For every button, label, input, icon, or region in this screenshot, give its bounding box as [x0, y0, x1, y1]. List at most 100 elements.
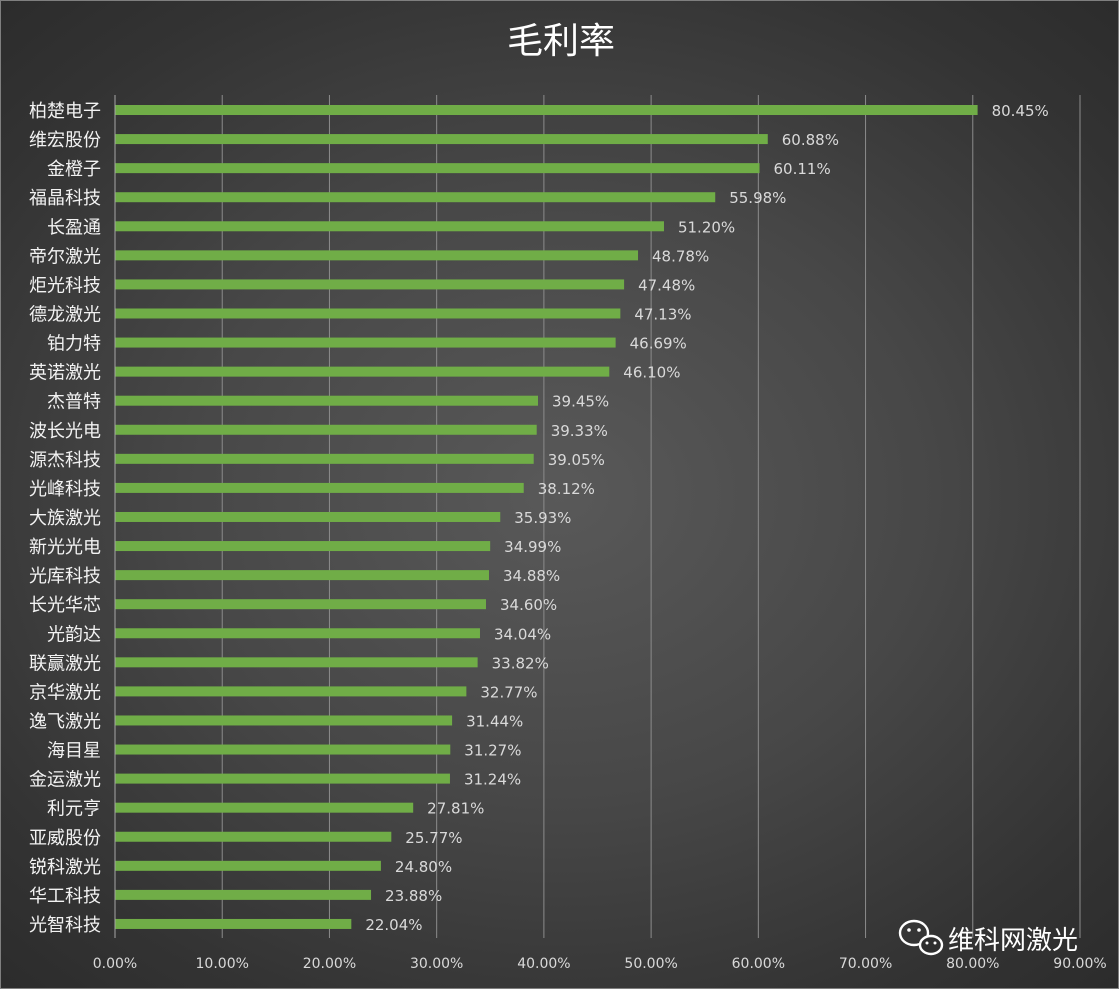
bar: [115, 889, 372, 900]
data-label: 35.93%: [514, 509, 571, 527]
watermark-text: 维科网激光: [948, 926, 1078, 956]
category-label: 福晶科技: [29, 188, 101, 209]
bar: [115, 831, 392, 842]
bar: [115, 337, 616, 348]
data-label: 34.04%: [494, 625, 551, 643]
category-label: 维宏股份: [29, 130, 101, 151]
category-label: 长盈通: [47, 217, 101, 238]
bar: [115, 453, 534, 464]
data-label: 60.88%: [782, 131, 839, 149]
data-label: 60.11%: [774, 160, 831, 178]
category-label: 炬光科技: [29, 275, 101, 296]
bar: [115, 860, 381, 871]
data-label: 80.45%: [992, 102, 1049, 120]
category-label: 光韵达: [47, 624, 101, 645]
data-label: 31.24%: [464, 771, 521, 789]
data-label: 47.48%: [638, 276, 695, 294]
data-label: 25.77%: [405, 829, 462, 847]
x-tick-label: 80.00%: [946, 956, 999, 972]
bar: [115, 250, 639, 261]
x-tick-label: 50.00%: [624, 956, 677, 972]
x-tick-label: 60.00%: [732, 956, 785, 972]
category-label: 逸飞激光: [29, 711, 101, 732]
category-label: 源杰科技: [29, 450, 101, 471]
bar: [115, 134, 768, 145]
data-label: 22.04%: [365, 916, 422, 934]
bar: [115, 163, 760, 174]
category-label: 海目星: [47, 741, 101, 762]
data-label: 39.45%: [552, 393, 609, 411]
bar: [115, 482, 524, 493]
category-label: 光峰科技: [29, 479, 101, 500]
category-label: 杰普特: [47, 392, 101, 413]
category-label: 大族激光: [29, 508, 101, 529]
category-label: 铂力特: [47, 334, 101, 355]
data-label: 47.13%: [634, 305, 691, 323]
x-tick-label: 70.00%: [839, 956, 892, 972]
data-label: 27.81%: [427, 800, 484, 818]
bar: [115, 744, 451, 755]
category-label: 光库科技: [29, 566, 101, 587]
category-label: 光智科技: [29, 915, 101, 936]
watermark: 维科网激光: [898, 919, 1078, 956]
category-label: 德龙激光: [29, 304, 101, 325]
bar: [115, 105, 978, 115]
bar: [115, 541, 491, 552]
x-tick-label: 10.00%: [196, 956, 249, 972]
bar: [115, 802, 414, 813]
data-label: 31.27%: [464, 742, 521, 760]
bar: [115, 395, 538, 406]
bar: [115, 192, 716, 203]
x-tick-label: 90.00%: [1053, 956, 1106, 972]
bar: [115, 279, 625, 290]
data-label: 55.98%: [729, 189, 786, 207]
data-label: 34.88%: [503, 567, 560, 585]
category-label: 柏楚电子: [29, 101, 101, 122]
category-label: 联赢激光: [29, 652, 101, 674]
data-label: 38.12%: [538, 480, 595, 498]
data-label: 46.69%: [630, 335, 687, 353]
data-label: 32.77%: [480, 683, 537, 701]
bar: [115, 599, 486, 610]
category-label: 波长光电: [29, 421, 101, 442]
category-label: 亚威股份: [29, 828, 101, 849]
category-label: 英诺激光: [29, 363, 101, 384]
bar: [115, 918, 352, 929]
x-tick-label: 20.00%: [303, 956, 356, 972]
bar: [115, 308, 621, 319]
data-label: 39.05%: [548, 451, 605, 469]
category-label: 金橙子: [47, 159, 101, 180]
bar: [115, 570, 489, 581]
x-tick-label: 0.00%: [93, 956, 137, 972]
data-label: 46.10%: [623, 364, 680, 382]
data-label: 39.33%: [551, 422, 608, 440]
x-tick-label: 30.00%: [410, 956, 463, 972]
category-label: 利元亨: [47, 799, 101, 820]
bar: [115, 773, 450, 784]
bar: [115, 686, 467, 697]
bar: [115, 366, 610, 377]
gridlines: [221, 95, 1081, 938]
bar: [115, 657, 478, 668]
category-label: 锐科激光: [29, 857, 101, 878]
category-label: 华工科技: [29, 886, 101, 907]
bars: 柏楚电子 80.45% 维宏股份 60.88% 金橙子 60.11% 福晶科技 55.98% 长…: [29, 101, 1049, 936]
bar: [115, 715, 453, 726]
data-label: 34.60%: [500, 596, 557, 614]
data-label: 51.20%: [678, 218, 735, 236]
data-label: 31.44%: [466, 712, 523, 730]
data-label: 24.80%: [395, 858, 452, 876]
x-axis: 0.00% 10.00% 20.00% 30.00% 40.00% 50.00% 60.00…: [93, 95, 1107, 972]
category-label: 长光华芯: [29, 595, 101, 616]
data-label: 48.78%: [652, 247, 709, 265]
category-label: 京华激光: [29, 682, 101, 703]
x-tick-label: 40.00%: [517, 956, 570, 972]
category-label: 金运激光: [29, 770, 101, 791]
chart-title: 毛利率: [507, 21, 615, 62]
wechat-icon: [898, 919, 944, 956]
bar: [115, 221, 664, 232]
bar: [115, 511, 501, 522]
data-label: 33.82%: [492, 654, 549, 672]
